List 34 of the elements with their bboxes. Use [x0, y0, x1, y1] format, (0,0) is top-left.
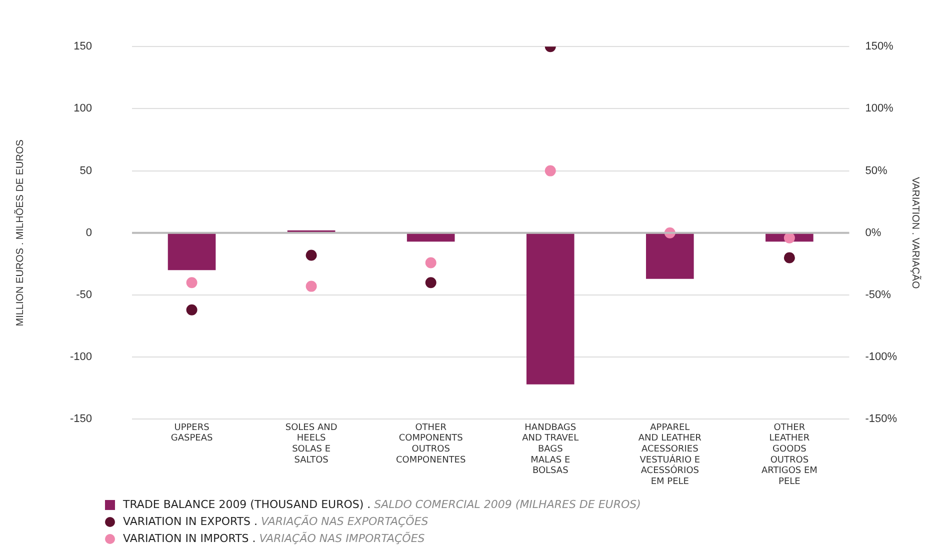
point	[784, 232, 795, 244]
y-tick-label: 100	[74, 102, 92, 115]
legend-label: TRADE BALANCE 2009 (THOUSAND EUROS) . SALDO COMERCIAL 2009 (MILHARES DE EUROS)	[123, 498, 641, 511]
legend-label: VARIATION IN IMPORTS . VARIAÇÃO NAS IMPORTAÇÕES	[123, 532, 425, 545]
point	[306, 280, 317, 292]
y-tick-label: -100	[70, 351, 92, 364]
y2-tick-label: 100%	[865, 102, 894, 115]
x-tick-label: SOLES AND HEELS SOLAS E SALTOS	[285, 422, 338, 466]
point	[425, 257, 436, 268]
x-tick-label: OTHER LEATHER GOODS OUTROS ARTIGOS EM PELE	[761, 422, 818, 487]
point	[186, 277, 198, 288]
point	[784, 252, 795, 264]
point	[306, 250, 317, 261]
point	[186, 304, 198, 316]
legend-label: VARIATION IN EXPORTS . VARIAÇÃO NAS EXPORTAÇÕES	[123, 515, 428, 528]
y-tick-label: 150	[74, 40, 92, 53]
x-tick-label: OTHER COMPONENTS OUTROS COMPONENTES	[396, 422, 466, 466]
y2-tick-label: 0%	[865, 226, 882, 239]
y2-tick-label: 50%	[865, 164, 888, 177]
x-tick-label: UPPERS GASPEAS	[170, 422, 213, 444]
point	[544, 165, 556, 176]
x-tick-label: HANDBAGS AND TRAVEL BAGS MALAS E BOLSAS	[522, 422, 579, 476]
y2-tick-label: -50%	[865, 289, 892, 302]
y-axis-title: MILLION EUROS . MILHÕES DE EUROS	[14, 139, 26, 326]
y2-tick-label: -150%	[865, 413, 898, 426]
y-tick-label: 0	[86, 226, 92, 239]
y-tick-label: -150	[70, 413, 92, 426]
y-tick-label: 50	[80, 164, 92, 177]
y2-tick-label: 150%	[865, 40, 894, 53]
x-tick-label: APPAREL AND LEATHER ACESSORIES VESTUÁRIO E ACESSÓRIOS EM PELE	[638, 422, 702, 487]
y2-axis-title: VARIATION . VARIAÇÃO	[909, 177, 922, 289]
point	[425, 277, 436, 288]
y2-tick-label: -100%	[865, 351, 898, 364]
y-tick-label: -50	[76, 289, 92, 302]
